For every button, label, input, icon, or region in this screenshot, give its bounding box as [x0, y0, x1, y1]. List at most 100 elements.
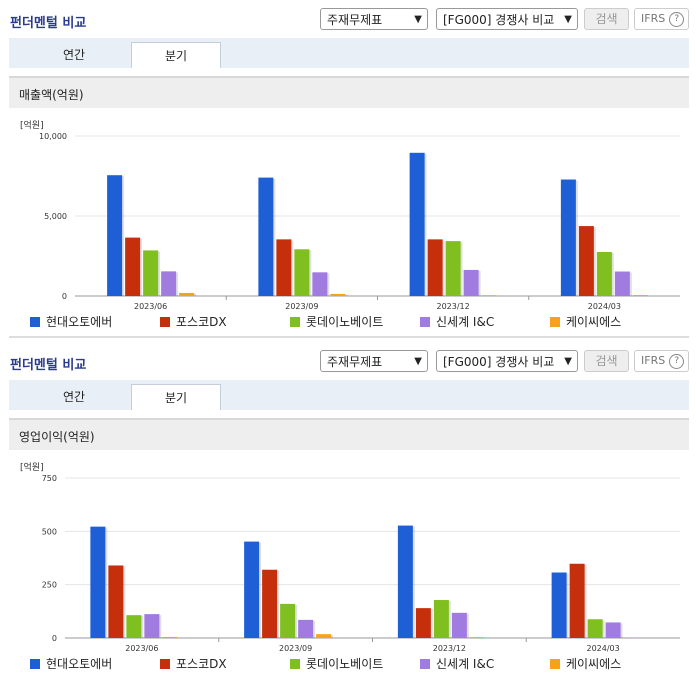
- legend-swatch: [290, 317, 300, 327]
- legend-label: 현대오토에버: [46, 657, 113, 671]
- bar[interactable]: [587, 619, 603, 638]
- bar[interactable]: [258, 177, 274, 296]
- ifrs-label: IFRS: [641, 354, 666, 367]
- chart-legend: 현대오토에버 포스코DX 롯데이노베이트 신세계 I&C 케이씨에스: [30, 655, 690, 673]
- chevron-down-icon: ▼: [414, 356, 422, 367]
- statement-select-value: 주재무제표: [327, 13, 383, 27]
- legend-item[interactable]: 롯데이노베이트: [290, 655, 383, 672]
- bar[interactable]: [451, 612, 467, 638]
- bar[interactable]: [179, 292, 195, 296]
- period-tabs: 연간 분기: [9, 38, 689, 68]
- x-tick-label: 2023/06: [125, 644, 158, 653]
- bar[interactable]: [161, 271, 177, 296]
- bar[interactable]: [614, 271, 630, 296]
- bar[interactable]: [605, 622, 621, 638]
- statement-select[interactable]: 주재무제표 ▼: [320, 8, 428, 30]
- x-tick-label: 2023/09: [285, 302, 318, 311]
- bar[interactable]: [433, 600, 449, 638]
- unit-label: [억원]: [20, 121, 44, 131]
- bar[interactable]: [244, 541, 260, 638]
- legend-swatch: [550, 317, 560, 327]
- bar[interactable]: [125, 237, 141, 296]
- unit-label: [억원]: [20, 463, 44, 473]
- bar[interactable]: [569, 563, 585, 638]
- bar[interactable]: [578, 226, 594, 296]
- bar[interactable]: [312, 272, 328, 296]
- peer-group-select[interactable]: [FG000] 경쟁사 비교 ▼: [436, 350, 578, 372]
- legend-swatch: [420, 317, 430, 327]
- statement-select[interactable]: 주재무제표 ▼: [320, 350, 428, 372]
- period-tabs: 연간 분기: [9, 380, 689, 410]
- legend-item[interactable]: 케이씨에스: [550, 655, 621, 672]
- legend-item[interactable]: 포스코DX: [160, 313, 227, 330]
- bar[interactable]: [632, 295, 648, 296]
- legend-item[interactable]: 신세계 I&C: [420, 655, 494, 672]
- legend-label: 케이씨에스: [566, 657, 622, 671]
- bar[interactable]: [551, 572, 567, 638]
- bar[interactable]: [463, 269, 479, 296]
- bar[interactable]: [560, 179, 576, 296]
- legend-swatch: [550, 659, 560, 669]
- bar[interactable]: [481, 295, 497, 296]
- ifrs-label: IFRS: [641, 12, 666, 25]
- bar[interactable]: [330, 293, 346, 296]
- peer-group-select-value: [FG000] 경쟁사 비교: [443, 13, 555, 27]
- legend-swatch: [30, 317, 40, 327]
- legend-swatch: [420, 659, 430, 669]
- bar[interactable]: [294, 249, 310, 296]
- bar[interactable]: [596, 252, 612, 296]
- bar[interactable]: [276, 239, 292, 296]
- tab-annual[interactable]: 연간: [62, 390, 86, 404]
- bar[interactable]: [126, 615, 142, 638]
- legend-item[interactable]: 현대오토에버: [30, 313, 112, 330]
- bar[interactable]: [409, 152, 425, 296]
- chart-subheader: 영업이익(억원): [9, 418, 689, 450]
- chart-subtitle: 매출액(억원): [19, 88, 84, 102]
- ifrs-button[interactable]: IFRS?: [634, 350, 689, 372]
- bar[interactable]: [162, 636, 178, 638]
- operating-profit-bar-chart: 0 250 500 750 2023/06 2023/09 2023/12 2024/03: [42, 474, 680, 653]
- legend-swatch: [290, 659, 300, 669]
- search-button[interactable]: 검색: [584, 350, 629, 372]
- bar[interactable]: [108, 565, 124, 638]
- legend-label: 포스코DX: [176, 657, 227, 671]
- peer-group-select[interactable]: [FG000] 경쟁사 비교 ▼: [436, 8, 578, 30]
- legend-label: 롯데이노베이트: [306, 657, 384, 671]
- legend-item[interactable]: 포스코DX: [160, 655, 227, 672]
- bar[interactable]: [415, 608, 431, 638]
- bar[interactable]: [144, 614, 160, 638]
- search-button[interactable]: 검색: [584, 8, 629, 30]
- tab-quarterly[interactable]: 분기: [131, 42, 221, 68]
- bar[interactable]: [280, 603, 296, 638]
- tab-annual[interactable]: 연간: [62, 48, 86, 62]
- chevron-down-icon: ▼: [564, 356, 572, 367]
- legend-item[interactable]: 롯데이노베이트: [290, 313, 383, 330]
- ifrs-button[interactable]: IFRS?: [634, 8, 689, 30]
- bar[interactable]: [143, 250, 159, 296]
- bar[interactable]: [469, 637, 485, 638]
- y-tick-label: 10,000: [39, 132, 67, 141]
- chart-subheader: 매출액(억원): [9, 76, 689, 108]
- fundamental-panel-operating-profit: 펀더멘털 비교 주재무제표 ▼ [FG000] 경쟁사 비교 ▼ 검색 IFRS…: [0, 342, 696, 684]
- y-tick-label: 5,000: [44, 212, 67, 221]
- bar[interactable]: [445, 241, 461, 296]
- tab-quarterly[interactable]: 분기: [131, 384, 221, 410]
- legend-item[interactable]: 현대오토에버: [30, 655, 112, 672]
- bar[interactable]: [623, 637, 639, 638]
- panel-title: 펀더멘털 비교: [10, 16, 87, 31]
- legend-label: 현대오토에버: [46, 315, 113, 329]
- y-tick-label: 250: [42, 581, 57, 590]
- bar[interactable]: [427, 239, 443, 296]
- bar[interactable]: [107, 175, 123, 296]
- bar[interactable]: [397, 525, 413, 638]
- bar[interactable]: [262, 569, 278, 638]
- legend-item[interactable]: 케이씨에스: [550, 313, 621, 330]
- bar[interactable]: [316, 634, 332, 638]
- chart-subtitle: 영업이익(억원): [19, 430, 95, 444]
- panel-title: 펀더멘털 비교: [10, 358, 87, 373]
- x-tick-label: 2023/06: [134, 302, 167, 311]
- bar[interactable]: [298, 619, 314, 638]
- legend-item[interactable]: 신세계 I&C: [420, 313, 494, 330]
- bar[interactable]: [90, 526, 106, 638]
- y-tick-label: 0: [62, 292, 67, 301]
